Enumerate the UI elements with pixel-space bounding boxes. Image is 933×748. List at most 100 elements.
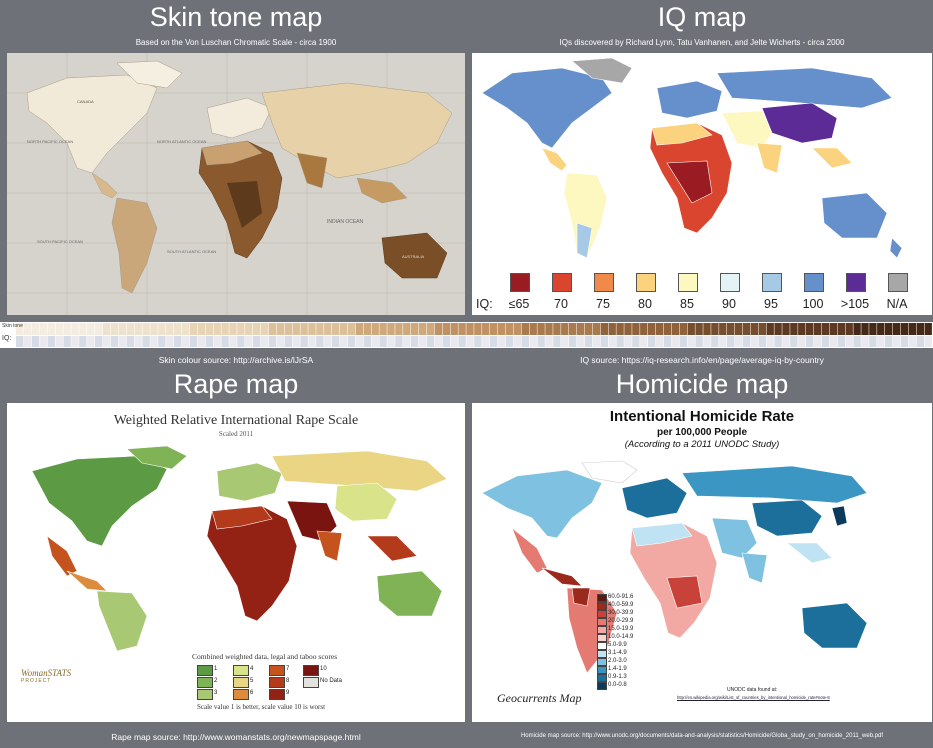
iq-legend-label: 100: [802, 297, 824, 311]
strip-skin-cell: [150, 323, 158, 335]
iq-legend-swatch: [678, 273, 698, 292]
homicide-credit: Geocurrents Map: [497, 691, 582, 705]
strip-skin-cell: [782, 323, 790, 335]
strip-iq-cell: [221, 336, 229, 347]
strip-iq-cell: [284, 336, 292, 347]
iq-legend-swatch: [846, 273, 866, 292]
strip-iq-cell: [537, 336, 545, 347]
strip-skin-cell: [679, 323, 687, 335]
homicide-legend-label: 0.0-0.8: [608, 682, 627, 688]
strip-skin-cell: [561, 323, 569, 335]
iq-legend-swatch: [762, 273, 782, 292]
strip-skin-cell: [608, 323, 616, 335]
strip-iq-cell: [600, 336, 608, 347]
strip-skin-cell: [23, 323, 32, 335]
strip-iq-cell: [829, 336, 838, 347]
strip-skin-cell: [411, 323, 419, 335]
strip-skin-cell: [158, 323, 166, 335]
strip-iq-cell: [608, 336, 616, 347]
strip-skin-cell: [576, 323, 585, 335]
homicide-legend-swatch: [597, 594, 607, 602]
iq-legend-swatch: [552, 273, 572, 292]
strip-skin-cell: [829, 323, 838, 335]
strip-skin-cell: [497, 323, 506, 335]
strip-skin-cell: [39, 323, 48, 335]
strip-iq-cell: [837, 336, 845, 347]
iq-map: IQ: ≤65 70 75 80 85 90 95 100 >105 N/A: [472, 53, 932, 315]
strip-iq-cell: [663, 336, 672, 347]
strip-iq-cell: [134, 336, 142, 347]
strip-skin-cell: [521, 323, 529, 335]
strip-skin-cell: [845, 323, 853, 335]
rape-legend-label: 10: [320, 666, 327, 672]
skin-source: Skin colour source: http://archive.is/lJ…: [158, 355, 314, 365]
strip-skin-cell: [703, 323, 711, 335]
strip-iq-cell: [102, 336, 111, 347]
strip-skin-cell: [869, 323, 877, 335]
strip-iq-cell: [324, 336, 332, 347]
strip-skin-cell: [727, 323, 735, 335]
rape-legend-swatch: [197, 677, 213, 688]
iq-legend-prefix: IQ:: [476, 297, 493, 311]
strip-iq-cell: [916, 336, 924, 347]
strip-iq-cell: [861, 336, 869, 347]
ocean-label-north-atlantic: NORTH ATLANTIC OCEAN: [157, 139, 207, 144]
homicide-legend-label: 15.0-19.9: [608, 626, 634, 632]
strip-iq-cell: [63, 336, 71, 347]
rape-legend-title: Combined weighted data, legal and taboo …: [192, 652, 338, 661]
strip-iq-cell: [371, 336, 379, 347]
homicide-legend-swatch: [597, 618, 607, 626]
strip-iq-cell: [308, 336, 316, 347]
strip-iq-cell: [189, 336, 198, 347]
strip-skin-cell: [284, 323, 292, 335]
homicide-data-url: http://en.wikipedia.org/wiki/List_of_cou…: [677, 695, 830, 700]
skin-iq-comparison-strip: Skin tone IQ:: [0, 322, 933, 348]
rape-map-subheading: Scaled 2011: [218, 430, 254, 438]
homicide-legend-swatch: [597, 634, 607, 642]
homicide-legend-swatch: [597, 674, 607, 682]
strip-skin-cell: [245, 323, 253, 335]
strip-iq-cell: [434, 336, 443, 347]
strip-iq-cell: [403, 336, 411, 347]
strip-skin-cell: [347, 323, 356, 335]
strip-skin-cell: [734, 323, 743, 335]
strip-skin-cell: [300, 323, 308, 335]
strip-iq-cell: [521, 336, 529, 347]
iq-legend-label: N/A: [886, 297, 908, 311]
iq-map-title: IQ map: [657, 2, 747, 32]
homicide-world-map: [481, 460, 868, 674]
iq-legend: IQ: ≤65 70 75 80 85 90 95 100 >105 N/A: [472, 267, 932, 315]
strip-iq-cell: [790, 336, 798, 347]
homicide-map: Intentional Homicide Rate per 100,000 Pe…: [472, 403, 932, 722]
strip-iq-cell: [95, 336, 103, 347]
rape-map-title: Rape map: [173, 369, 299, 399]
strip-skin-cell: [16, 323, 24, 335]
rape-legend-swatch: [269, 677, 285, 688]
strip-skin-cell: [118, 323, 127, 335]
rape-legend-swatch: [303, 665, 319, 676]
strip-skin-cell: [379, 323, 387, 335]
strip-iq-cell: [158, 336, 166, 347]
rape-legend-swatch: [233, 665, 249, 676]
homicide-legend-label: 40.0-59.9: [608, 602, 634, 608]
strip-iq-cell: [355, 336, 364, 347]
strip-skin-cell: [403, 323, 411, 335]
strip-skin-cell: [166, 323, 174, 335]
strip-skin-cell: [110, 323, 119, 335]
homicide-legend-swatch: [597, 666, 607, 674]
strip-iq-cell: [616, 336, 624, 347]
strip-skin-cell: [624, 323, 632, 335]
iq-legend-label: 95: [764, 297, 778, 311]
strip-skin-cell: [853, 323, 861, 335]
womanstats-logo-sub: PROJECT: [21, 678, 52, 684]
strip-skin-cell: [253, 323, 261, 335]
strip-iq-cell: [47, 336, 55, 347]
strip-iq-cell: [877, 336, 885, 347]
strip-iq-cell: [466, 336, 474, 347]
strip-iq-cell: [418, 336, 427, 347]
skin-map-subtitle: Based on the Von Luschan Chromatic Scale…: [135, 38, 337, 47]
strip-iq-cell: [16, 336, 24, 347]
strip-skin-cell: [142, 323, 150, 335]
country-label-australia: AUSTRALIA: [402, 254, 425, 259]
strip-iq-cell: [553, 336, 561, 347]
